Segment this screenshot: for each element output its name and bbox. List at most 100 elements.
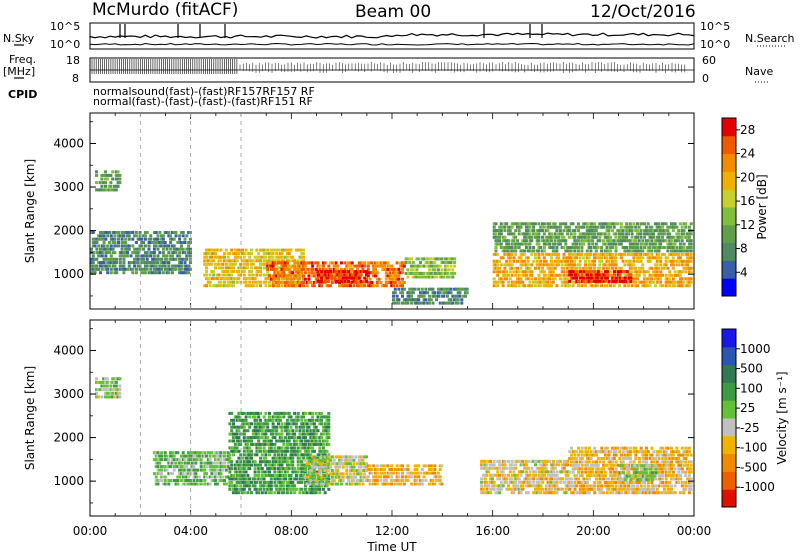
heatmap-cell (100, 177, 104, 181)
heatmap-cell (684, 252, 688, 256)
heatmap-cell (639, 280, 643, 284)
heatmap-cell (179, 257, 183, 261)
heatmap-cell (392, 298, 395, 302)
heatmap-cell (392, 281, 395, 284)
heatmap-cell (248, 273, 252, 277)
heatmap-cell (145, 231, 149, 234)
heatmap-cell (296, 277, 300, 281)
heatmap-cell (233, 432, 237, 436)
heatmap-cell (374, 267, 377, 271)
heatmap-cell (456, 287, 460, 291)
heatmap-cell (152, 458, 156, 462)
colorbar-tick-label: 4 (740, 265, 748, 279)
heatmap-cell (587, 266, 591, 270)
heatmap-cell (248, 255, 252, 259)
heatmap-cell (332, 458, 336, 462)
heatmap-cell (517, 273, 521, 277)
heatmap-cell (228, 484, 232, 488)
heatmap-cell (575, 270, 579, 274)
heatmap-cell (670, 280, 673, 284)
heatmap-cell (629, 273, 633, 277)
heatmap-cell (366, 478, 370, 482)
heatmap-cell (415, 301, 419, 305)
heatmap-cell (278, 460, 282, 464)
heatmap-cell (170, 231, 174, 234)
heatmap-cell (312, 429, 316, 433)
heatmap-cell (359, 479, 363, 483)
heatmap-cell (406, 294, 410, 298)
heatmap-cell (300, 261, 304, 265)
heatmap-cell (275, 439, 279, 443)
heatmap-cell (569, 256, 573, 260)
heatmap-cell (325, 455, 329, 459)
heatmap-cell (449, 261, 453, 264)
heatmap-cell (451, 268, 455, 272)
heatmap-cell (643, 232, 647, 236)
heatmap-cell (262, 422, 266, 426)
heatmap-cell (543, 491, 546, 495)
heatmap-cell (91, 271, 95, 275)
heatmap-cell (523, 477, 527, 481)
heatmap-cell (619, 252, 623, 256)
heatmap-cell (282, 261, 286, 265)
heatmap-cell (192, 451, 196, 455)
heatmap-cell (273, 436, 277, 440)
heatmap-cell (273, 281, 277, 284)
heatmap-cell (332, 462, 336, 466)
heatmap-cell (111, 237, 115, 241)
heatmap-cell (433, 257, 437, 261)
heatmap-cell (576, 249, 580, 253)
heatmap-cell (187, 267, 191, 271)
heatmap-cell (296, 453, 300, 457)
heatmap-cell (303, 422, 307, 426)
heatmap-cell (507, 249, 510, 253)
heatmap-cell (548, 242, 552, 246)
heatmap-cell (277, 470, 280, 474)
heatmap-cell (293, 432, 297, 436)
heatmap-cell (650, 235, 654, 239)
heatmap-cell (573, 249, 577, 253)
heatmap-cell (449, 287, 453, 291)
heatmap-cell (622, 276, 626, 280)
heatmap-cell (239, 460, 243, 464)
heatmap-cell (172, 247, 176, 251)
heatmap-cell (320, 273, 324, 277)
heatmap-cell (262, 460, 266, 464)
heatmap-cell (435, 478, 439, 482)
heatmap-cell (591, 242, 595, 246)
heatmap-cell (508, 256, 512, 260)
heatmap-cell (262, 262, 266, 266)
heatmap-cell (250, 259, 253, 263)
heatmap-cell (176, 458, 180, 462)
heatmap-cell (632, 259, 636, 263)
heatmap-cell (392, 294, 395, 298)
heatmap-cell (537, 232, 541, 236)
heatmap-cell (266, 267, 270, 271)
heatmap-cell (347, 279, 351, 283)
heatmap-cell (553, 477, 557, 481)
heatmap-cell (215, 468, 219, 472)
heatmap-cell (650, 232, 654, 236)
heatmap-cell (154, 461, 158, 465)
heatmap-cell (185, 257, 189, 261)
heatmap-cell (566, 487, 570, 491)
heatmap-cell (596, 273, 600, 277)
heatmap-cell (514, 459, 518, 463)
heatmap-cell (314, 261, 318, 265)
heatmap-cell (678, 280, 682, 284)
heatmap-cell (300, 425, 304, 429)
heatmap-cell (534, 463, 537, 467)
heatmap-cell (614, 246, 618, 249)
heatmap-cell (201, 454, 205, 458)
heatmap-cell (253, 411, 257, 415)
heatmap-cell (514, 284, 518, 288)
heatmap-cell (619, 225, 623, 229)
heatmap-cell (208, 475, 212, 479)
heatmap-cell (287, 432, 291, 436)
heatmap-cell (307, 425, 311, 429)
heatmap-cell (289, 477, 293, 481)
heatmap-cell (687, 270, 691, 274)
heatmap-cell (550, 235, 553, 239)
heatmap-cell (235, 270, 239, 273)
heatmap-cell (217, 284, 221, 288)
